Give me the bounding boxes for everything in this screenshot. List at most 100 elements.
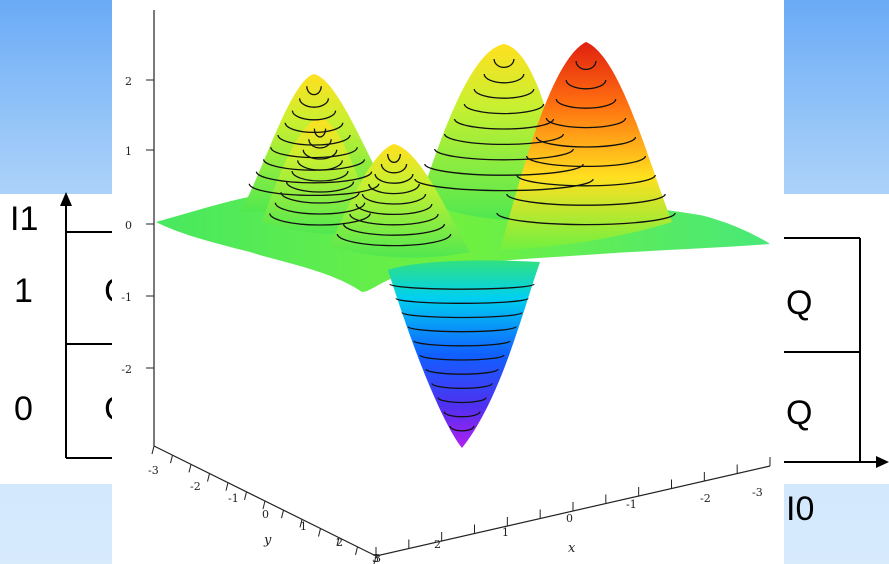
contour-line <box>298 98 330 108</box>
right-axis-arrow <box>876 456 889 468</box>
y-tick-label: -1 <box>228 492 239 505</box>
contour-line <box>336 233 452 247</box>
contour-line <box>425 368 499 375</box>
contour-line <box>274 202 366 215</box>
x-tick-label: -2 <box>700 492 711 505</box>
contour-line <box>516 174 656 187</box>
surface-plot-panel: 2 1 0 -1 -2 -3 -2 -1 0 1 2 3 y 3 2 1 0 -… <box>112 0 784 564</box>
contour-line <box>269 213 371 226</box>
contour-line <box>361 193 427 205</box>
contour-line <box>395 297 529 304</box>
contour-line <box>306 86 322 96</box>
contour-line <box>387 153 401 163</box>
surface-valley <box>388 260 540 448</box>
tick-mark <box>373 555 377 564</box>
contour-line <box>291 170 349 182</box>
left-row-label-0: 0 <box>14 390 33 428</box>
tick-mark <box>244 491 247 500</box>
contour-line <box>413 340 511 347</box>
surface-peak-red <box>500 42 672 250</box>
contour-line <box>297 160 343 171</box>
contour-line <box>496 212 676 226</box>
axis-ticks <box>146 79 771 564</box>
x-tick-label: 3 <box>374 552 381 564</box>
contour-line <box>443 133 565 146</box>
y-tick-label: 1 <box>300 520 307 533</box>
contour-line <box>401 312 523 319</box>
surface-contour-lines <box>248 58 676 432</box>
contour-line <box>313 128 327 138</box>
contour-line <box>437 397 487 404</box>
right-axis-label: I0 <box>786 490 814 528</box>
x-tick-label: 2 <box>434 538 441 551</box>
tick-mark <box>299 519 303 528</box>
contour-line <box>473 88 535 99</box>
right-ladder-diagram <box>784 237 889 468</box>
x-tick-label: -1 <box>626 498 637 511</box>
contour-line <box>431 383 493 389</box>
z-tick-label: -2 <box>121 363 132 376</box>
tick-mark <box>336 537 340 546</box>
contour-line <box>349 213 439 226</box>
contour-line <box>525 155 647 168</box>
x-tick-label: -3 <box>752 486 763 499</box>
left-axis-arrow <box>60 192 72 206</box>
contour-line <box>280 192 360 204</box>
x-tick-label: 0 <box>566 512 573 525</box>
x-tick-labels: 3 2 1 0 -1 -2 -3 <box>374 486 763 564</box>
y-axis-label: y <box>263 533 272 548</box>
contour-line <box>545 117 627 129</box>
tick-mark <box>225 482 229 491</box>
z-tick-label: 0 <box>125 219 132 232</box>
surface-peak-front-center <box>330 144 470 258</box>
tick-mark <box>355 546 358 555</box>
contour-line <box>380 163 408 174</box>
contour-line <box>483 73 525 84</box>
right-cell-label-bottom: Q <box>786 394 812 432</box>
tick-mark <box>318 528 321 537</box>
contour-line <box>555 98 617 109</box>
left-ladder-diagram <box>60 192 112 459</box>
tick-mark <box>151 445 155 455</box>
contour-line <box>463 103 545 115</box>
contour-line <box>284 122 344 134</box>
z-tick-label: 2 <box>125 75 132 88</box>
contour-line <box>424 163 584 176</box>
contour-line <box>374 173 414 184</box>
y-tick-label: 3 <box>372 552 379 564</box>
contour-line <box>270 147 358 159</box>
contour-line <box>277 134 351 146</box>
contour-line <box>308 139 332 149</box>
contour-line <box>434 148 574 161</box>
z-tick-labels: 2 1 0 -1 -2 <box>121 75 132 376</box>
contour-line <box>407 326 517 333</box>
right-white-panel <box>784 194 889 484</box>
tick-mark <box>281 510 284 519</box>
y-tick-label: 0 <box>262 508 269 521</box>
left-axis-label: I1 <box>10 200 38 238</box>
right-cell-label-top: Q <box>786 284 812 322</box>
contour-line <box>355 203 433 216</box>
contour-line <box>255 171 373 184</box>
contour-line <box>302 149 338 160</box>
contour-line <box>414 178 594 192</box>
y-tick-label: -3 <box>148 464 159 477</box>
contour-line <box>368 183 420 195</box>
x-axis-label: x <box>568 541 576 556</box>
contour-line <box>535 136 637 148</box>
contour-line <box>419 354 505 361</box>
y-tick-labels: -3 -2 -1 0 1 2 3 <box>148 464 379 564</box>
surface <box>156 42 770 448</box>
contour-line <box>449 425 475 432</box>
x-tick-label: 1 <box>502 526 509 539</box>
tick-mark <box>262 500 266 510</box>
z-tick-label: 1 <box>125 145 132 158</box>
y-tick-label: -2 <box>190 480 201 493</box>
tick-mark <box>170 455 173 464</box>
contour-line <box>389 283 535 290</box>
contour-line <box>285 181 355 193</box>
tick-mark <box>207 473 210 482</box>
contour-line <box>506 193 666 206</box>
contour-line <box>291 110 337 121</box>
